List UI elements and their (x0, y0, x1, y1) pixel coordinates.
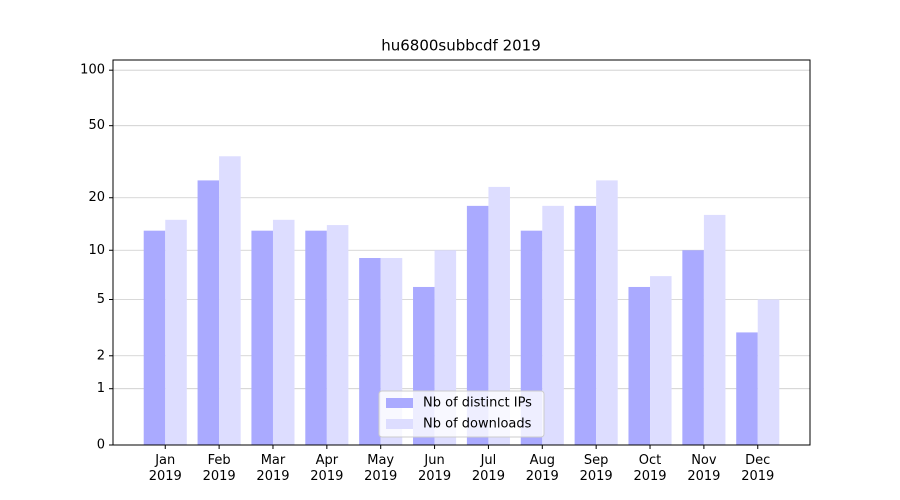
x-tick-label: Jul 2019 (471, 453, 505, 484)
bar (165, 219, 187, 445)
x-tick-label: Oct 2019 (633, 453, 667, 484)
y-tick-label: 100 (80, 63, 105, 78)
bar (219, 156, 241, 445)
x-tick-label: Jun 2019 (418, 453, 452, 484)
bar (143, 230, 166, 445)
bar (574, 205, 597, 445)
y-tick-label: 5 (97, 292, 105, 307)
x-tick-label: Sep 2019 (579, 453, 613, 484)
bar (650, 276, 672, 445)
bar (326, 225, 349, 445)
legend-swatch (386, 398, 413, 408)
y-tick-label: 0 (97, 438, 105, 453)
y-tick-label: 10 (88, 243, 105, 258)
bar (682, 250, 704, 445)
x-tick-label: May 2019 (364, 453, 398, 484)
x-tick-label: Jan 2019 (148, 453, 182, 484)
legend-label: Nb of distinct IPs (423, 396, 532, 411)
bar (305, 230, 327, 445)
bar (703, 214, 726, 445)
bar (251, 230, 273, 445)
y-tick-label: 2 (97, 348, 105, 363)
x-tick-label: Nov 2019 (687, 453, 721, 484)
legend-frame (378, 390, 545, 438)
bar (272, 219, 295, 445)
x-tick-label: Feb 2019 (202, 453, 236, 484)
bar (542, 205, 564, 445)
bar (757, 299, 780, 445)
bar (628, 286, 651, 445)
y-tick-label: 20 (88, 190, 105, 205)
x-tick-label: Dec 2019 (741, 453, 775, 484)
y-tick-label: 1 (97, 381, 105, 396)
plot-frame (112, 59, 811, 446)
legend-swatch (386, 419, 413, 429)
legend-label: Nb of downloads (423, 417, 532, 432)
bar (736, 332, 758, 445)
bar (466, 205, 489, 445)
chart-title: hu6800subbcdf 2019 (381, 37, 541, 55)
x-tick-label: Apr 2019 (310, 453, 344, 484)
bar (359, 257, 381, 445)
legend: Nb of distinct IPs Nb of downloads (378, 390, 545, 438)
y-tick-label: 50 (88, 118, 105, 133)
x-tick-label: Aug 2019 (525, 453, 559, 484)
bar (488, 186, 510, 445)
bar (596, 180, 618, 446)
bar (197, 180, 220, 446)
x-tick-label: Mar 2019 (256, 453, 290, 484)
